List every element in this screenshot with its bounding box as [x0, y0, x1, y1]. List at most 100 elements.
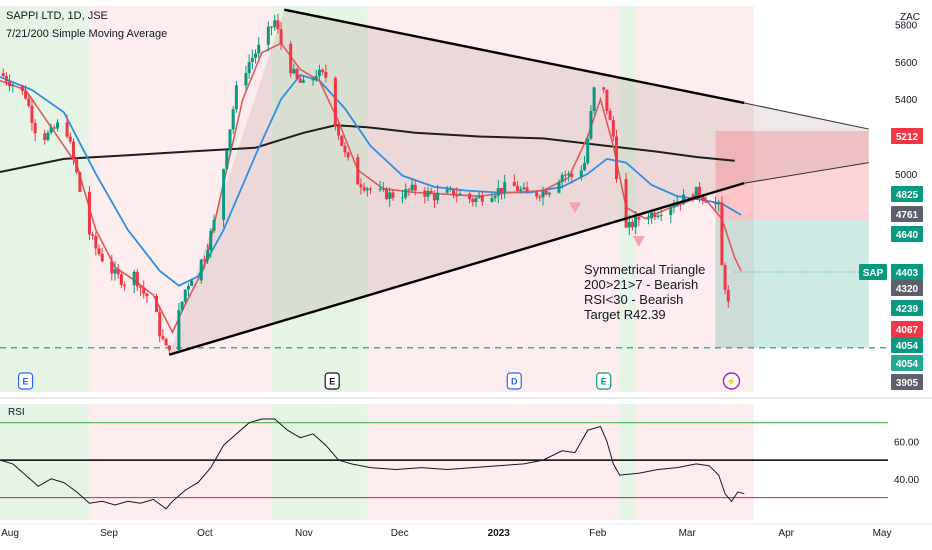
time-axis-label-9: May: [873, 528, 892, 539]
price-tag-label-10: 3905: [896, 378, 919, 389]
time-axis-label-7: Mar: [679, 528, 697, 539]
event-marker-3: [596, 372, 612, 390]
candle-body: [270, 26, 274, 28]
candle-body: [346, 152, 350, 158]
candle-body: [369, 188, 373, 190]
candle-body: [701, 197, 705, 201]
rsi-zone-5: [635, 404, 754, 520]
candle-body: [65, 122, 69, 137]
candle-body: [225, 150, 229, 170]
event-label-0: E: [23, 377, 29, 387]
price-axis-tick-1: 5600: [895, 58, 918, 69]
candle-body: [541, 190, 545, 198]
candle-body: [52, 127, 56, 129]
candle-body: [675, 202, 679, 207]
candle-body: [557, 181, 561, 193]
candle-body: [164, 338, 168, 346]
candle-body: [55, 122, 59, 129]
candle-body: [602, 87, 606, 90]
candle-body: [244, 73, 248, 86]
candle-body: [698, 186, 702, 198]
candle-body: [250, 57, 254, 62]
candle-body: [493, 195, 497, 199]
candle-body: [11, 85, 15, 87]
time-axis-label-8: Apr: [778, 528, 794, 539]
price-tag-2: [891, 206, 923, 222]
price-tag-0: [891, 128, 923, 144]
sma7-line: [0, 42, 742, 335]
candle-body: [292, 68, 296, 74]
candle-body: [378, 188, 382, 190]
candle-body: [71, 141, 75, 159]
price-axis-tick-0: 5800: [895, 21, 918, 32]
event-marker-2: [506, 372, 522, 390]
time-axis-label-6: Feb: [589, 528, 607, 539]
price-tag-label-6: 4239: [896, 304, 919, 315]
candle-body: [448, 188, 452, 190]
price-tag-label-7: 4067: [896, 325, 919, 336]
candle-body: [586, 138, 590, 164]
candle-body: [311, 79, 315, 81]
candle-body: [672, 206, 676, 208]
candle-body: [388, 192, 392, 199]
chart-symbol-title: SAPPI LTD, 1D, JSE: [6, 10, 108, 22]
candle-body: [212, 219, 216, 231]
candle-body: [432, 193, 436, 201]
candle-body: [359, 184, 363, 188]
candle-body: [637, 216, 641, 220]
candle-body: [646, 218, 650, 220]
candle-body: [234, 85, 238, 110]
candle-body: [691, 194, 695, 200]
candle-body: [608, 110, 612, 121]
event-label-2: D: [511, 377, 518, 387]
rsi-zone-2: [271, 404, 368, 520]
candle-body: [404, 189, 408, 198]
candle-body: [119, 274, 123, 285]
candle-body: [145, 293, 149, 297]
candle-body: [624, 179, 628, 228]
candle-body: [519, 189, 523, 191]
candle-body: [324, 71, 328, 78]
event-marker-4: [722, 372, 741, 390]
candle-body: [222, 169, 226, 220]
candle-body: [180, 301, 184, 310]
candle-body: [579, 170, 583, 178]
candle-body: [407, 189, 411, 191]
price-tag-10: [891, 374, 923, 390]
candle-body: [87, 191, 91, 235]
triangle-upper-extension: [744, 102, 869, 130]
candle-body: [468, 193, 472, 200]
candle-body: [723, 265, 727, 290]
candle-body: [100, 253, 104, 262]
candle-body: [75, 158, 79, 173]
candle-body: [231, 109, 235, 130]
candle-body: [452, 188, 456, 196]
candle-body: [365, 188, 369, 191]
candle-body: [720, 202, 724, 266]
event-marker-0: [17, 372, 34, 390]
trend-zone-0: [0, 6, 90, 392]
candle-body: [314, 76, 318, 80]
candle-body: [295, 68, 299, 79]
price-tag-label-1: 4825: [896, 190, 919, 201]
candle-body: [522, 187, 526, 190]
price-tag-1: [891, 186, 923, 202]
candle-body: [650, 212, 654, 219]
event-marker-1: [324, 372, 340, 390]
candle-body: [139, 286, 143, 288]
price-tag-label-3: 4640: [896, 230, 919, 241]
sma21-line: [0, 73, 742, 287]
candles-group: [1, 13, 730, 355]
event-label-4: ⚡: [726, 376, 737, 388]
candle-body: [583, 163, 587, 171]
candle-body: [627, 221, 631, 228]
candle-body: [298, 78, 302, 83]
trend-zone-4: [619, 6, 636, 392]
price-axis-tick-3: 5000: [895, 170, 918, 181]
indicator-label: 7/21/200 Simple Moving Average: [6, 28, 168, 40]
annotation-line-2: 200>21>7 - Bearish: [584, 277, 699, 292]
rsi-line: [0, 418, 745, 510]
candle-body: [503, 181, 507, 193]
candle-body: [68, 136, 72, 142]
